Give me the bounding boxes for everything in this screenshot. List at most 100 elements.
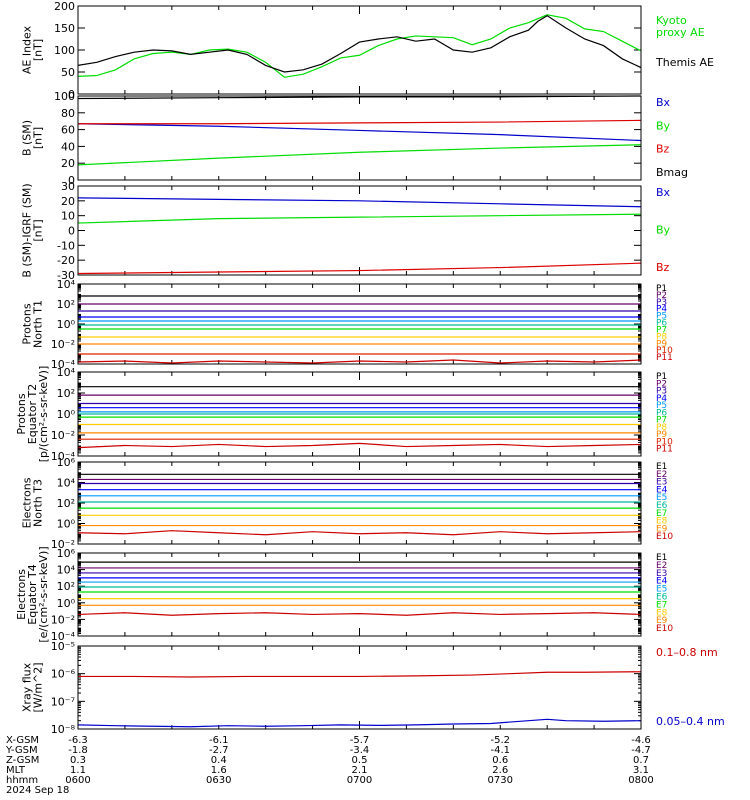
panel-7-minor-ticks bbox=[78, 552, 641, 635]
legend-label: P6 bbox=[656, 408, 667, 418]
y-tick-label: -20 bbox=[57, 254, 75, 267]
panel-4: 10⁻⁴ 10⁻² 10⁰ 10² 10⁴ ProtonsNorth T1 P1P2P3P4… bbox=[21, 278, 674, 371]
legend-label: E10 bbox=[656, 624, 673, 634]
y-tick-label: 10⁰ bbox=[57, 318, 76, 331]
legend-label: P2 bbox=[656, 291, 667, 301]
legend-label: E3 bbox=[656, 569, 667, 579]
y-tick-label: 10⁻⁶ bbox=[51, 668, 76, 681]
footer-row-label: Y-GSM bbox=[5, 745, 38, 756]
footer-value: 0630 bbox=[206, 775, 231, 786]
legend-label: By bbox=[656, 119, 671, 132]
legend-label: By bbox=[656, 224, 671, 237]
legend-label: P3 bbox=[656, 387, 667, 397]
footer-value: -2.7 bbox=[209, 745, 229, 756]
legend-label: E7 bbox=[656, 600, 667, 610]
legend-label: Bx bbox=[656, 96, 671, 109]
footer-value: -4.1 bbox=[490, 745, 510, 756]
panel-5-minor-ticks bbox=[78, 371, 641, 454]
y-tick-label: 10² bbox=[57, 497, 75, 510]
series-line-bx bbox=[77, 197, 642, 208]
footer-row-label: X-GSM bbox=[6, 735, 39, 746]
y-tick-label: 80 bbox=[61, 107, 75, 120]
legend-label: Themis AE bbox=[655, 56, 714, 69]
y-tick-label: 10⁴ bbox=[57, 366, 76, 379]
legend-label: P10 bbox=[656, 346, 673, 356]
y-axis-label: ElectronsEquator T4[e/(cm²-s-sr-keV)] bbox=[15, 546, 50, 642]
y-tick-label: 10⁻² bbox=[51, 613, 75, 626]
series-line-0-05-0-4-nm bbox=[77, 718, 642, 728]
legend-label: E6 bbox=[656, 593, 668, 603]
y-tick-label: 10 bbox=[61, 210, 75, 223]
y-axis-label: ProtonsEquator T2[p/(cm²-s-sr-keV)] bbox=[15, 366, 50, 463]
legend-label: P11 bbox=[656, 445, 673, 455]
footer-value: -4.6 bbox=[631, 735, 651, 746]
legend-label: E5 bbox=[656, 493, 667, 503]
footer-value: -3.4 bbox=[350, 745, 370, 756]
y-tick-label: 10⁻² bbox=[51, 338, 75, 351]
footer-value: 0.4 bbox=[211, 755, 227, 766]
series-line-bz bbox=[77, 262, 642, 275]
y-tick-label: 30 bbox=[61, 180, 75, 193]
legend-label: E4 bbox=[656, 485, 668, 495]
footer-value: 0.3 bbox=[70, 755, 86, 766]
legend-label: E10 bbox=[656, 532, 673, 542]
y-axis-label: ElectronsNorth T3 bbox=[21, 477, 45, 528]
legend-label: P9 bbox=[656, 339, 667, 349]
y-tick-label: 10⁻⁷ bbox=[51, 695, 75, 708]
y-tick-label: 10⁻⁴ bbox=[51, 630, 76, 643]
panel-8: 10⁻⁸ 10⁻⁷ 10⁻⁶ 10⁻⁵ Xray flux[W/m^2] 0.1–0.8 … bbox=[21, 640, 725, 736]
panel-8-minor-ticks bbox=[78, 646, 641, 722]
legend-label: Bz bbox=[656, 261, 670, 274]
y-axis-label: Xray flux[W/m^2] bbox=[21, 662, 45, 712]
footer-value: -5.7 bbox=[350, 735, 370, 746]
y-tick-label: 10⁻² bbox=[51, 538, 75, 551]
y-tick-label: 10⁻⁸ bbox=[51, 723, 76, 736]
legend-label: P11 bbox=[656, 353, 673, 363]
y-tick-label: 10⁴ bbox=[57, 564, 76, 577]
panel-3: -30 -20 -100 10 20 30 B (SM)-IGRF (SM)[nT] Bx By… bbox=[21, 180, 671, 282]
y-tick-label: 10⁴ bbox=[57, 278, 76, 291]
y-axis-label: ProtonsNorth T1 bbox=[21, 300, 45, 348]
legend-label: P1 bbox=[656, 284, 667, 294]
legend-label: E4 bbox=[656, 577, 668, 587]
legend-label: E2 bbox=[656, 470, 667, 480]
y-tick-label: 40 bbox=[61, 140, 75, 153]
y-tick-label: 10⁻⁴ bbox=[51, 450, 76, 463]
y-tick-label: 10² bbox=[57, 580, 75, 593]
series-line-by bbox=[77, 213, 642, 224]
footer-row-label: 2024 Sep 18 bbox=[6, 785, 69, 796]
legend-label: E9 bbox=[656, 524, 668, 534]
footer-value: 0.6 bbox=[492, 755, 508, 766]
legend-label: P7 bbox=[656, 416, 667, 426]
y-tick-label: 20 bbox=[61, 195, 75, 208]
legend-label: E2 bbox=[656, 561, 667, 571]
y-tick-label: 150 bbox=[54, 22, 75, 35]
series-line-by bbox=[77, 144, 642, 166]
footer-value: 3.1 bbox=[633, 765, 649, 776]
footer-row-label: Z-GSM bbox=[6, 755, 39, 766]
footer-value: -4.7 bbox=[631, 745, 651, 756]
y-axis-label: B (SM)-IGRF (SM)[nT] bbox=[21, 183, 45, 277]
panel-1: 0 50 100 150 200 AE Index[nT] Kyoto proxy AE The… bbox=[21, 0, 714, 101]
legend-label: E7 bbox=[656, 509, 667, 519]
y-tick-label: 0 bbox=[68, 225, 75, 238]
legend-label: E8 bbox=[656, 517, 668, 527]
y-tick-label: 10⁻² bbox=[51, 429, 75, 442]
legend-label: Bz bbox=[656, 143, 670, 156]
legend-label: P6 bbox=[656, 319, 667, 329]
panel-5: 10⁻⁴ 10⁻² 10⁰ 10² 10⁴ ProtonsEquator T2[p/(cm… bbox=[15, 366, 673, 463]
y-tick-label: 0 bbox=[68, 174, 75, 187]
y-axis-label: B (SM)[nT] bbox=[21, 120, 45, 156]
y-tick-label: 20 bbox=[61, 157, 75, 170]
y-tick-label: 10⁰ bbox=[57, 518, 76, 531]
y-tick-label: 10² bbox=[57, 387, 75, 400]
footer-value: 0.7 bbox=[633, 755, 649, 766]
legend-label: P9 bbox=[656, 430, 667, 440]
legend-label: E3 bbox=[656, 478, 667, 488]
panel-7: 10⁻⁴ 10⁻² 10⁰ 10² 10⁴ 10⁶ ElectronsEquator T4[… bbox=[15, 546, 673, 643]
legend-label: P8 bbox=[656, 332, 667, 342]
series-line-bz bbox=[78, 119, 642, 125]
footer-value: -1.8 bbox=[68, 745, 88, 756]
